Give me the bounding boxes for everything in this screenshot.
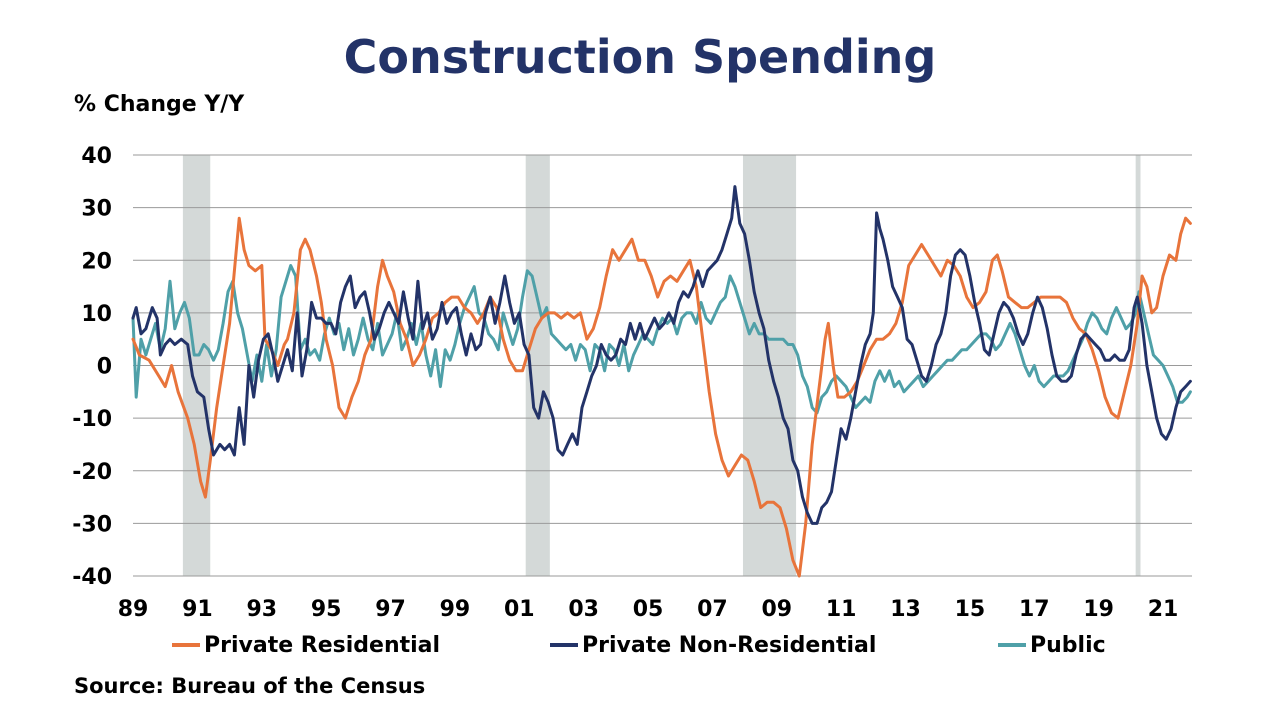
gridlines (133, 154, 1192, 577)
y-tick-label: 30 (81, 197, 112, 222)
series-line-public (131, 264, 1192, 415)
x-tick-label: 17 (1019, 597, 1050, 622)
series-lines (131, 185, 1192, 578)
legend-label-private-non-residential: Private Non-Residential (582, 632, 877, 658)
y-tick-label: -10 (72, 407, 112, 432)
x-tick-label: 11 (826, 597, 857, 622)
legend-item-private-residential: Private Residential (172, 630, 440, 660)
y-tick-label: -20 (72, 460, 112, 485)
legend-item-private-non-residential: Private Non-Residential (550, 630, 876, 660)
y-tick-labels: 40 30 20 10 0 -10 -20 -30 -40 (72, 144, 112, 590)
y-axis-unit-label: % Change Y/Y (74, 92, 245, 117)
y-tick-label: 10 (81, 302, 112, 327)
legend-label-private-residential: Private Residential (204, 632, 441, 658)
chart-title: Construction Spending (343, 30, 937, 84)
legend-swatch-public (998, 643, 1026, 647)
legend-label-public: Public (1030, 632, 1106, 658)
series-line-private-non-residential (131, 185, 1192, 525)
x-tick-label: 09 (761, 597, 792, 622)
y-tick-label: 0 (97, 355, 112, 380)
series-line-private-residential (131, 216, 1192, 578)
x-tick-label: 99 (440, 597, 471, 622)
x-tick-label: 03 (568, 597, 599, 622)
x-tick-label: 89 (118, 597, 149, 622)
legend-item-public: Public (998, 630, 1106, 660)
y-tick-label: -40 (72, 565, 112, 590)
x-tick-label: 19 (1083, 597, 1114, 622)
x-tick-label: 05 (633, 597, 664, 622)
x-tick-label: 95 (311, 597, 342, 622)
x-tick-label: 93 (246, 597, 277, 622)
y-tick-label: 40 (81, 144, 112, 169)
legend-swatch-private-non-residential (550, 643, 578, 647)
legend-swatch-private-residential (172, 643, 200, 647)
x-tick-label: 15 (955, 597, 986, 622)
y-tick-label: 20 (81, 249, 112, 274)
y-tick-label: -30 (72, 512, 112, 537)
x-tick-label: 01 (504, 597, 535, 622)
x-tick-label: 97 (375, 597, 406, 622)
x-tick-labels: 89 91 93 95 97 99 01 03 05 07 09 11 13 15 17 19 21 (118, 597, 1179, 622)
x-tick-label: 91 (182, 597, 213, 622)
source-note: Source: Bureau of the Census (74, 674, 426, 698)
x-tick-label: 07 (697, 597, 728, 622)
x-tick-label: 13 (890, 597, 921, 622)
x-tick-label: 21 (1148, 597, 1179, 622)
